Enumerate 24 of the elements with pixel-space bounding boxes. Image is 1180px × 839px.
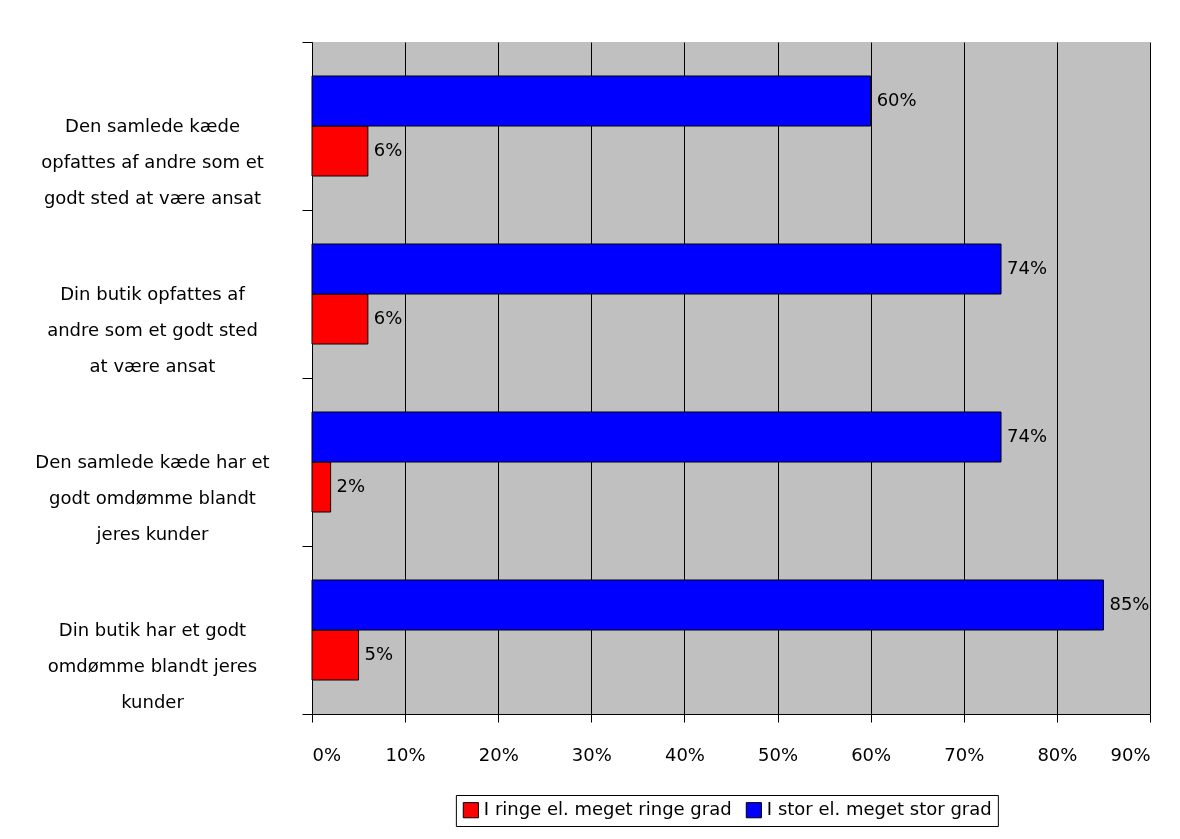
x-tick-label: 80% bbox=[1037, 743, 1078, 765]
y-tick-label: Din butik har et godt omdømme blandt jeres kunder bbox=[47, 618, 258, 712]
x-tick-label: 0% bbox=[312, 743, 342, 765]
x-tick-label: 10% bbox=[385, 743, 426, 765]
x-tick-label: 50% bbox=[758, 743, 799, 765]
x-tick-label: 30% bbox=[571, 743, 612, 765]
x-tick-label: 90% bbox=[1110, 743, 1151, 765]
data-label: 85% bbox=[1109, 593, 1150, 614]
data-label: 6% bbox=[373, 139, 403, 160]
y-tick-label: Den samlede kæde opfattes af andre som et godt sted at være ansat bbox=[41, 114, 264, 208]
x-tick-label: 20% bbox=[478, 743, 519, 765]
x-tick-label: 40% bbox=[664, 743, 705, 765]
data-label: 5% bbox=[364, 643, 394, 664]
y-tick-label: Den samlede kæde har et godt omdømme blandt jeres kunder bbox=[35, 450, 270, 544]
data-label: 74% bbox=[1007, 257, 1048, 278]
legend-label: I ringe el. meget ringe grad bbox=[483, 798, 732, 820]
y-tick-label: Din butik opfattes af andre som et godt sted at være ansat bbox=[47, 282, 258, 376]
x-tick-label: 60% bbox=[851, 743, 892, 765]
data-label: 2% bbox=[336, 475, 366, 496]
data-label: 6% bbox=[373, 307, 403, 328]
data-label: 74% bbox=[1007, 425, 1048, 446]
x-tick-label: 70% bbox=[944, 743, 985, 765]
legend-label: I stor el. meget stor grad bbox=[766, 798, 992, 820]
data-label: 60% bbox=[876, 89, 917, 110]
